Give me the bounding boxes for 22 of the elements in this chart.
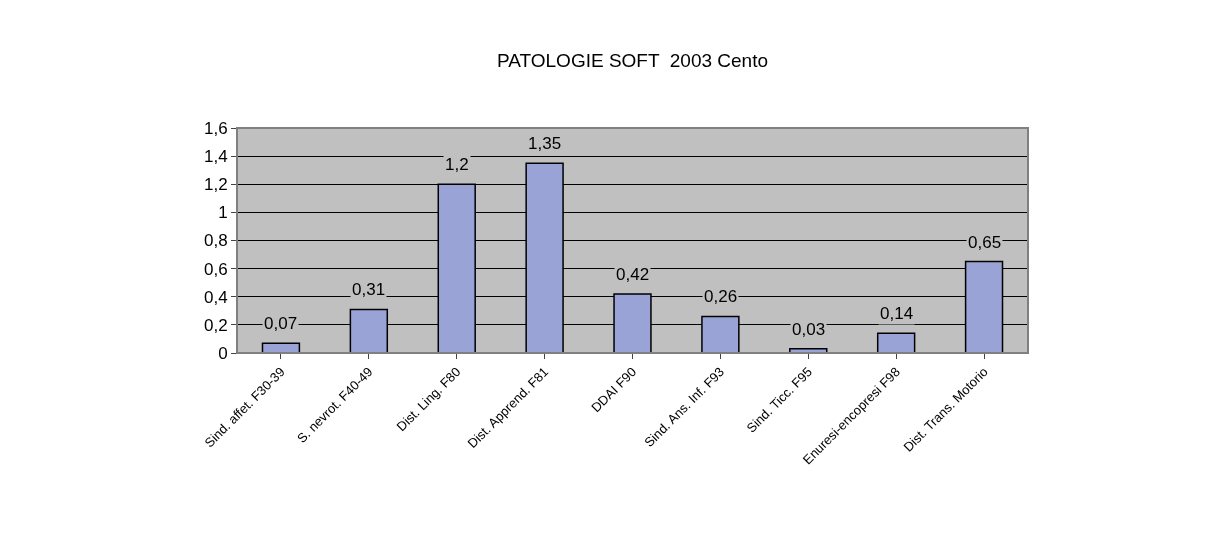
data-label: 0,42 xyxy=(616,265,650,284)
y-tick-label: 0 xyxy=(218,343,228,363)
y-tick-label: 1,2 xyxy=(203,175,228,195)
y-tick-label: 0,6 xyxy=(203,259,228,279)
bar xyxy=(261,342,301,353)
data-label: 0,31 xyxy=(352,280,386,299)
y-tick-label: 1 xyxy=(218,203,228,223)
bar xyxy=(876,332,916,353)
y-tick-label: 1,6 xyxy=(203,118,228,138)
chart-title: PATOLOGIE SOFT 2003 Cento xyxy=(496,50,769,72)
x-tick-label: Dist. Ling. F80 xyxy=(393,364,464,435)
data-label: 1,2 xyxy=(445,155,469,174)
y-tick-label: 0,4 xyxy=(203,287,228,307)
data-label: 0,03 xyxy=(792,320,826,339)
data-label: 0,07 xyxy=(264,314,298,333)
y-tick-label: 1,4 xyxy=(203,147,228,167)
data-label: 1,35 xyxy=(528,134,562,153)
data-label: 0,26 xyxy=(704,287,738,306)
y-tick-label: 0,2 xyxy=(203,315,228,335)
data-label: 0,65 xyxy=(968,233,1002,252)
data-label: 0,14 xyxy=(880,304,914,323)
y-tick-label: 0,8 xyxy=(203,231,228,251)
